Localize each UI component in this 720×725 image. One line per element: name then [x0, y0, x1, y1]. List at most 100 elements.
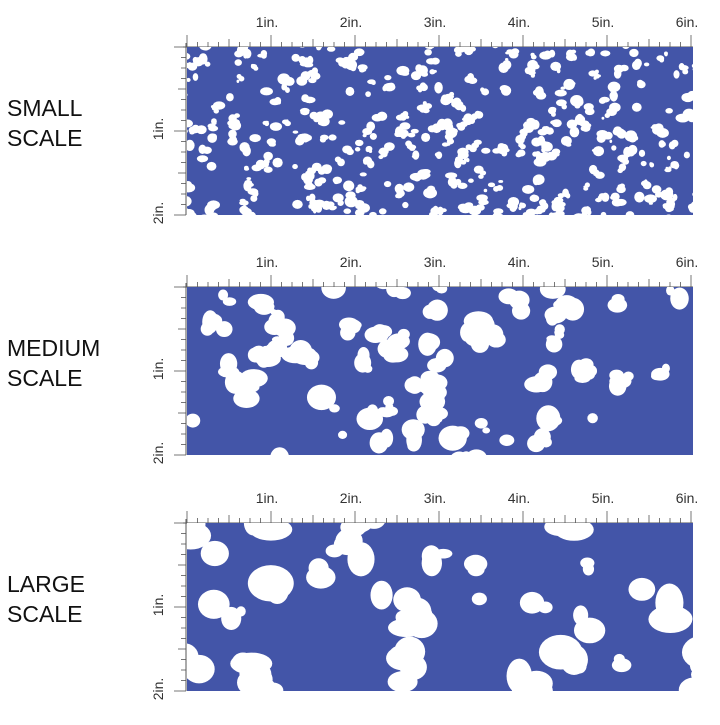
spot-part — [666, 199, 671, 205]
spot-part — [427, 358, 447, 373]
spot-part — [337, 218, 345, 227]
pattern-spot — [247, 188, 259, 202]
spot-part — [202, 310, 219, 334]
pattern-spot — [474, 417, 488, 429]
pattern-spot — [416, 82, 428, 93]
spot-part — [543, 287, 558, 291]
spot-part — [618, 36, 625, 42]
pattern — [187, 509, 693, 691]
pattern-spot — [354, 199, 370, 215]
spot-part — [553, 196, 563, 205]
spot-part — [575, 509, 591, 519]
spot-part — [525, 208, 537, 215]
pattern-spot — [236, 74, 245, 83]
pattern-spot — [365, 91, 371, 97]
spot-part — [260, 87, 273, 96]
spot-part — [531, 63, 540, 70]
pattern-spot — [545, 310, 559, 326]
pattern-spot — [326, 47, 336, 52]
pattern-spot — [476, 194, 489, 206]
pattern-spot — [666, 155, 671, 161]
spot-part — [253, 66, 259, 71]
spot-part — [222, 297, 237, 306]
spot-part — [648, 202, 653, 205]
spot-part — [326, 201, 335, 208]
pattern-spot — [187, 119, 194, 128]
pattern-spot — [257, 49, 268, 59]
spot-part — [373, 214, 377, 215]
spot-part — [687, 115, 693, 123]
spot-part — [177, 126, 183, 130]
pattern-spot — [332, 176, 342, 185]
spot-part — [307, 99, 312, 104]
pattern-spot — [535, 151, 546, 164]
spot-part — [519, 128, 529, 135]
spot-part — [538, 601, 553, 614]
pattern-spot — [334, 156, 345, 167]
spot-part — [377, 407, 390, 417]
spot-part — [539, 287, 566, 299]
pattern-spot — [480, 87, 490, 96]
ruler-label: 3in. — [424, 490, 447, 506]
spot-part — [410, 71, 422, 81]
pattern-spot — [671, 193, 678, 202]
spot-part — [434, 548, 453, 559]
pattern-spot — [610, 192, 627, 207]
spot-part — [340, 32, 347, 37]
pattern-spot — [524, 364, 558, 393]
pattern-spot — [598, 217, 612, 229]
spot-part — [202, 221, 209, 225]
spot-part — [419, 83, 428, 92]
pattern-spot — [499, 84, 512, 96]
pattern-spot — [338, 430, 348, 440]
pattern-spot — [609, 139, 613, 144]
spot-part — [354, 208, 365, 215]
spot-part — [356, 139, 360, 144]
spot-part — [467, 562, 485, 577]
pattern-spot — [491, 222, 498, 228]
pattern-spot — [298, 56, 312, 67]
pattern-spot — [338, 317, 359, 333]
spot-part — [505, 51, 511, 55]
spot-part — [600, 211, 607, 215]
scale-label: SCALE — [7, 601, 82, 627]
spot-part — [219, 353, 238, 375]
ruler-label: 1in. — [256, 14, 279, 30]
spot-part — [529, 194, 540, 202]
pattern-spot — [378, 208, 387, 215]
pattern-spot — [566, 119, 581, 130]
pattern-spot — [493, 208, 504, 215]
spot-part — [426, 185, 436, 193]
pattern-spot — [307, 67, 321, 80]
pattern-spot — [177, 126, 188, 133]
spot-part — [414, 218, 425, 226]
pattern-spot — [668, 139, 679, 150]
spot-part — [623, 371, 634, 381]
scale-label: SCALE — [7, 125, 82, 151]
spot-part — [461, 117, 469, 122]
spot-part — [532, 89, 541, 96]
spot-part — [532, 175, 540, 186]
spot-part — [612, 82, 621, 91]
spot-part — [197, 589, 230, 619]
pattern-spot — [454, 158, 462, 169]
spot-part — [552, 122, 558, 126]
spot-part — [363, 38, 372, 44]
pattern-spot — [198, 53, 211, 67]
pattern-spot — [640, 34, 654, 43]
spot-part — [239, 205, 249, 215]
spot-part — [556, 42, 560, 46]
spot-part — [609, 139, 613, 144]
spot-part — [545, 127, 554, 135]
pattern-spot — [403, 182, 415, 192]
pattern-spot — [243, 165, 250, 171]
spot-part — [545, 310, 559, 326]
spot-part — [204, 61, 211, 67]
spot-part — [535, 151, 541, 156]
pattern-spot — [292, 163, 298, 170]
spot-part — [594, 69, 599, 74]
pattern-spot — [243, 179, 254, 192]
spot-part — [455, 51, 462, 57]
spot-part — [218, 289, 229, 301]
spot-part — [465, 144, 472, 150]
